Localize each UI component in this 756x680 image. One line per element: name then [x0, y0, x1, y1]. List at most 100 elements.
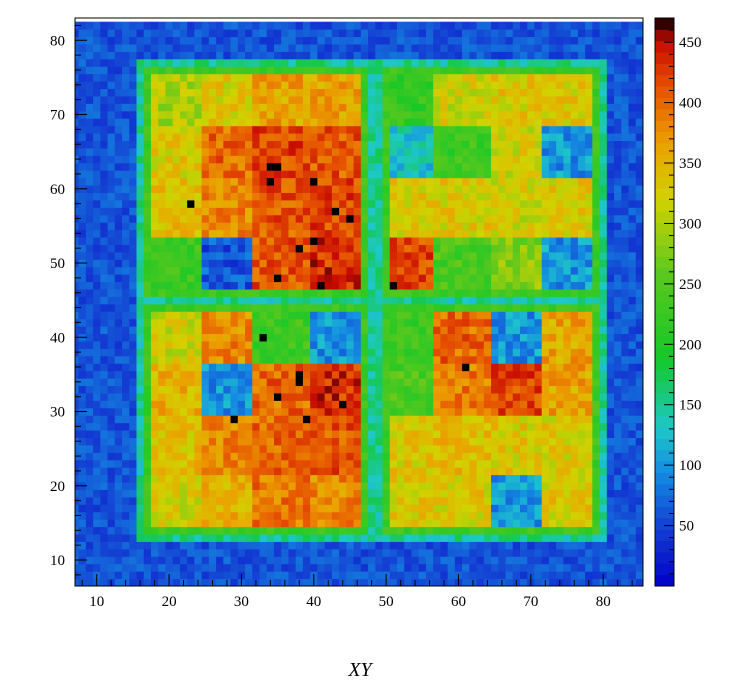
heatmap-cell	[302, 222, 311, 231]
heatmap-cell	[411, 58, 420, 67]
heatmap-cell	[519, 407, 528, 416]
heatmap-cell	[396, 370, 405, 379]
heatmap-cell	[360, 348, 369, 357]
heatmap-cell	[339, 548, 347, 557]
heatmap-cell	[324, 459, 333, 468]
heatmap-cell	[476, 452, 485, 461]
heatmap-cell	[324, 81, 333, 90]
heatmap-cell	[122, 58, 130, 67]
heatmap-cell	[353, 563, 362, 572]
heatmap-cell	[324, 29, 333, 38]
heatmap-cell	[411, 207, 420, 216]
heatmap-cell	[360, 548, 369, 557]
heatmap-cell	[281, 333, 289, 342]
heatmap-cell	[266, 392, 275, 401]
heatmap-cell	[172, 21, 181, 30]
heatmap-cell	[216, 452, 224, 461]
heatmap-cell	[368, 177, 376, 186]
heatmap-cell	[534, 51, 543, 60]
heatmap-cell	[295, 281, 304, 290]
heatmap-cell	[281, 192, 289, 201]
heatmap-cell	[505, 222, 514, 231]
heatmap-cell	[346, 140, 355, 149]
heatmap-cell	[519, 162, 528, 171]
heatmap-cell	[483, 185, 492, 193]
heatmap-cell	[375, 303, 384, 312]
heatmap-cell	[223, 430, 232, 439]
heatmap-cell	[491, 66, 499, 75]
heatmap-cell	[541, 392, 550, 401]
heatmap-cell	[179, 474, 188, 483]
heatmap-cell	[469, 340, 478, 349]
heatmap-cell	[266, 437, 275, 446]
heatmap-cell	[158, 437, 166, 446]
heatmap-cell	[310, 81, 318, 90]
heatmap-cell	[317, 244, 326, 253]
heatmap-cell	[237, 266, 246, 275]
heatmap-cell	[172, 214, 181, 223]
heatmap-cell	[208, 363, 217, 372]
heatmap-cell	[122, 355, 130, 364]
heatmap-cell	[288, 296, 297, 305]
heatmap-cell	[223, 147, 232, 156]
heatmap-cell	[187, 318, 195, 327]
heatmap-cell	[266, 103, 275, 112]
heatmap-cell	[245, 36, 253, 45]
heatmap-cell	[223, 556, 232, 565]
heatmap-cell	[122, 88, 130, 97]
heatmap-cell	[107, 363, 116, 372]
heatmap-cell	[519, 556, 528, 565]
heatmap-cell	[194, 430, 203, 439]
heatmap-cell	[418, 474, 427, 483]
heatmap-cell	[353, 43, 362, 52]
heatmap-cell	[483, 571, 492, 580]
heatmap-cell	[454, 125, 463, 134]
heatmap-cell	[187, 81, 195, 90]
heatmap-cell	[223, 496, 232, 505]
heatmap-cell	[534, 370, 543, 379]
heatmap-cell	[201, 311, 210, 320]
heatmap-cell	[389, 571, 398, 580]
heatmap-cell	[78, 162, 87, 171]
heatmap-cell	[469, 21, 478, 30]
heatmap-cell	[273, 452, 282, 461]
heatmap-cell	[172, 437, 181, 446]
heatmap-cell	[165, 311, 174, 320]
heatmap-cell	[483, 147, 492, 156]
heatmap-cell	[158, 125, 166, 134]
heatmap-cell	[230, 229, 239, 238]
heatmap-cell	[143, 43, 152, 52]
heatmap-cell	[512, 459, 521, 468]
heatmap-cell	[339, 281, 347, 290]
heatmap-cell	[317, 222, 326, 231]
heatmap-cell	[165, 140, 174, 149]
heatmap-cell	[143, 281, 152, 290]
heatmap-cell	[447, 140, 456, 149]
heatmap-cell	[150, 437, 159, 446]
heatmap-cell	[317, 95, 326, 104]
heatmap-cell	[411, 489, 420, 498]
heatmap-cell	[512, 58, 521, 67]
heatmap-cell	[179, 340, 188, 349]
heatmap-cell	[368, 571, 376, 580]
heatmap-cell	[245, 259, 253, 268]
heatmap-cell	[483, 444, 492, 453]
heatmap-cell	[454, 118, 463, 127]
heatmap-cell	[339, 81, 347, 90]
heatmap-cell	[273, 207, 282, 216]
heatmap-cell	[505, 155, 514, 164]
heatmap-cell	[389, 251, 398, 260]
heatmap-cell	[179, 370, 188, 379]
heatmap-cell	[93, 281, 101, 290]
heatmap-cell	[100, 125, 109, 134]
heatmap-cell	[75, 222, 80, 231]
heatmap-cell	[252, 103, 261, 112]
heatmap-cell	[527, 467, 535, 476]
heatmap-cell	[194, 103, 203, 112]
heatmap-cell	[454, 370, 463, 379]
heatmap-cell	[281, 170, 289, 179]
heatmap-cell	[483, 251, 492, 260]
heatmap-cell	[223, 534, 232, 542]
heatmap-cell	[245, 81, 253, 90]
heatmap-cell	[433, 289, 441, 297]
